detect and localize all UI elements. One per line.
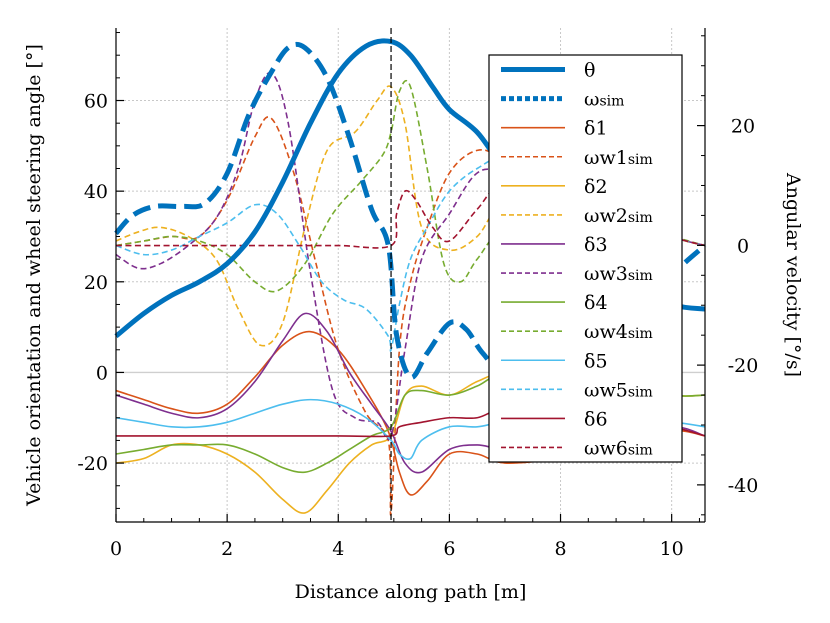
y2-tick-label: 20 (731, 116, 755, 138)
legend-label: δ1 (584, 118, 608, 140)
axes: 0 2 4 6 8 10 -20 0 20 40 60 -40 -20 0 20 (77, 28, 758, 560)
legend-label: ωw4sim (584, 321, 653, 343)
x-tick-label: 0 (110, 538, 122, 560)
legend-label: ωw6sim (584, 437, 653, 459)
legend-label: ωw5sim (584, 379, 653, 401)
legend-label: ωw1sim (584, 147, 653, 169)
legend: θ ωsim δ1 ωw1sim δ2 ωw2sim δ3 ωw3sim δ4 ωw4sim δ5 ω… (488, 54, 683, 463)
legend-label: θ (584, 60, 595, 82)
legend-label: δ2 (584, 176, 608, 198)
x-tick-label: 4 (332, 538, 344, 560)
series-line (115, 116, 706, 516)
legend-label: δ3 (584, 234, 608, 256)
legend-label: ωw2sim (584, 205, 653, 227)
y2-tick-label: -40 (728, 475, 759, 497)
legend-label: ωw3sim (584, 263, 653, 285)
legend-label: δ5 (584, 350, 608, 372)
x-axis-label: Distance along path [m] (295, 581, 527, 603)
series-line (115, 79, 706, 293)
y-tick-label: 20 (84, 272, 108, 294)
y-tick-label: 0 (96, 362, 108, 384)
y2-axis-label: Angular velocity [°/s] (782, 172, 804, 377)
y-tick-label: 60 (84, 91, 108, 113)
x-tick-label: 6 (443, 538, 455, 560)
legend-label: ωsim (584, 89, 624, 111)
y-tick-label: -20 (77, 453, 108, 475)
legend-box (488, 54, 683, 463)
y-tick-label: 40 (84, 181, 108, 203)
y-axis-label: Vehicle orientation and wheel steering a… (23, 44, 45, 507)
x-tick-label: 10 (660, 538, 684, 560)
x-tick-label: 8 (554, 538, 566, 560)
x-tick-label: 2 (221, 538, 233, 560)
y2-tick-label: -20 (728, 355, 759, 377)
y2-tick-label: 0 (737, 235, 749, 257)
legend-label: δ6 (584, 408, 608, 430)
legend-label: δ4 (584, 292, 608, 314)
